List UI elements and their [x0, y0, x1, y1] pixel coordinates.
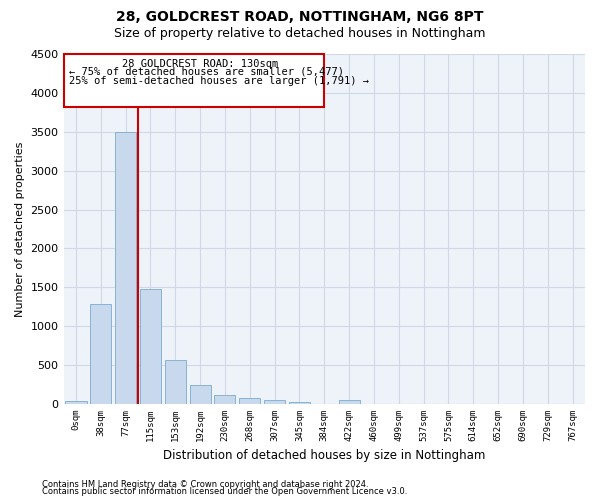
Bar: [264, 400, 285, 404]
Bar: [115, 132, 136, 404]
Bar: [64, 54, 324, 107]
Bar: [165, 360, 186, 404]
Bar: [338, 400, 359, 404]
Text: 28, GOLDCREST ROAD, NOTTINGHAM, NG6 8PT: 28, GOLDCREST ROAD, NOTTINGHAM, NG6 8PT: [116, 10, 484, 24]
Bar: [190, 386, 211, 404]
X-axis label: Distribution of detached houses by size in Nottingham: Distribution of detached houses by size …: [163, 450, 485, 462]
Text: 28 GOLDCREST ROAD: 130sqm: 28 GOLDCREST ROAD: 130sqm: [122, 58, 278, 68]
Bar: [90, 304, 112, 404]
Text: Contains public sector information licensed under the Open Government Licence v3: Contains public sector information licen…: [42, 487, 407, 496]
Text: ← 75% of detached houses are smaller (5,477): ← 75% of detached houses are smaller (5,…: [68, 66, 344, 76]
Bar: [65, 401, 86, 404]
Bar: [239, 398, 260, 404]
Bar: [140, 289, 161, 404]
Bar: [289, 402, 310, 404]
Y-axis label: Number of detached properties: Number of detached properties: [15, 142, 25, 316]
Bar: [214, 395, 235, 404]
Text: 25% of semi-detached houses are larger (1,791) →: 25% of semi-detached houses are larger (…: [68, 76, 368, 86]
Text: Size of property relative to detached houses in Nottingham: Size of property relative to detached ho…: [114, 28, 486, 40]
Text: Contains HM Land Registry data © Crown copyright and database right 2024.: Contains HM Land Registry data © Crown c…: [42, 480, 368, 489]
